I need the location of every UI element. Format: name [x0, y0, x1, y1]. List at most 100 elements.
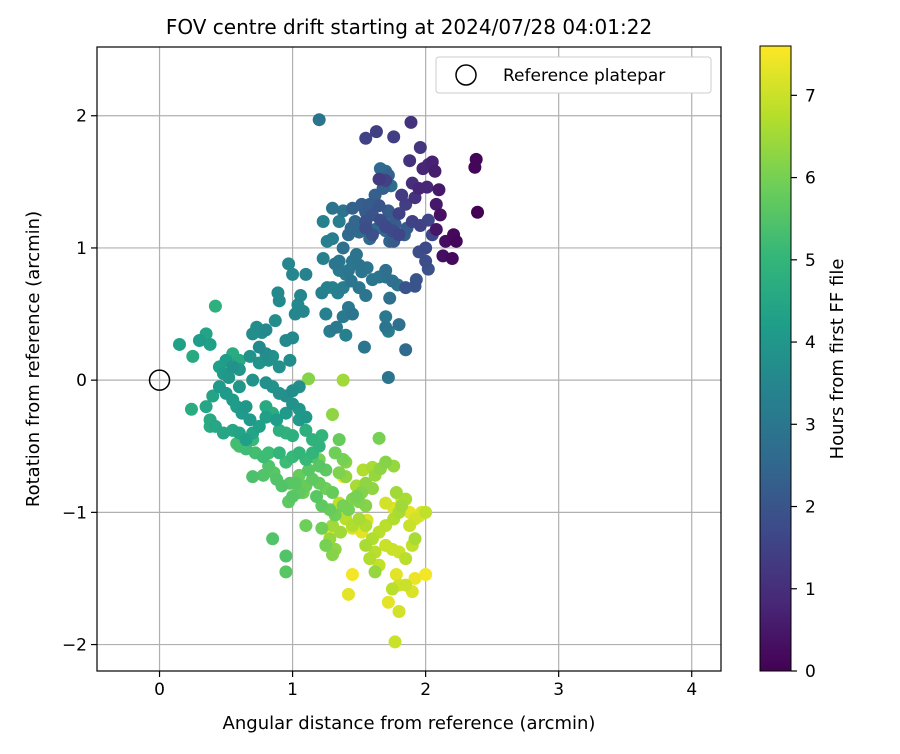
- y-axis-label: Rotation from reference (arcmin): [23, 211, 44, 507]
- data-point: [246, 373, 260, 387]
- data-point: [445, 252, 459, 266]
- data-point: [359, 131, 373, 145]
- data-point: [239, 433, 253, 447]
- data-point: [408, 571, 422, 585]
- data-point: [325, 408, 339, 422]
- data-point: [379, 496, 393, 510]
- data-point: [389, 486, 403, 500]
- data-point: [449, 234, 463, 248]
- data-point: [328, 446, 342, 460]
- data-point: [252, 340, 266, 354]
- data-point: [316, 215, 330, 229]
- data-point: [286, 267, 300, 281]
- data-point: [279, 406, 293, 420]
- data-point: [286, 429, 300, 443]
- data-point: [203, 337, 217, 351]
- data-point: [279, 565, 293, 579]
- data-point: [399, 578, 413, 592]
- data-point: [256, 450, 270, 464]
- data-point: [302, 372, 316, 386]
- data-point: [259, 376, 273, 390]
- data-point: [392, 207, 406, 221]
- data-point: [219, 386, 233, 400]
- x-axis-label: Angular distance from reference (arcmin): [223, 713, 596, 734]
- chart-title: FOV centre drift starting at 2024/07/28 …: [166, 15, 652, 39]
- colorbar-tick-label: 1: [805, 580, 816, 600]
- data-point: [325, 232, 339, 246]
- data-point: [283, 353, 297, 367]
- data-point: [286, 331, 300, 345]
- data-point: [432, 183, 446, 197]
- data-point: [365, 482, 379, 496]
- data-point: [344, 274, 358, 288]
- y-tick-label: 0: [76, 371, 87, 391]
- data-point: [352, 512, 366, 526]
- data-point: [419, 505, 433, 519]
- data-point: [395, 188, 409, 202]
- data-point: [239, 400, 253, 414]
- data-point: [372, 431, 386, 445]
- legend-marker: [455, 64, 477, 86]
- data-point: [288, 476, 302, 490]
- data-point: [312, 113, 326, 127]
- data-point: [272, 446, 286, 460]
- data-point: [359, 221, 373, 235]
- data-point: [344, 221, 358, 235]
- data-point: [379, 310, 393, 324]
- colorbar-ticks: 0 1 2 3 4 5 6 7: [791, 86, 816, 682]
- data-point: [403, 154, 417, 168]
- data-point: [349, 489, 363, 503]
- colorbar-label: Hours from first FF file: [827, 259, 848, 460]
- x-tick-label: 1: [287, 680, 298, 700]
- colorbar-tick-label: 4: [805, 333, 816, 353]
- data-point: [243, 413, 257, 427]
- data-point: [385, 274, 399, 288]
- data-point: [325, 201, 339, 215]
- data-point: [399, 552, 413, 566]
- data-point: [369, 125, 383, 139]
- data-point: [259, 410, 273, 424]
- data-point: [403, 519, 417, 533]
- data-point: [381, 595, 395, 609]
- data-point: [246, 470, 260, 484]
- data-point: [282, 257, 296, 271]
- data-point: [315, 286, 329, 300]
- data-point: [416, 162, 430, 176]
- colorbar-tick-label: 0: [805, 662, 816, 682]
- data-point: [312, 459, 326, 473]
- y-tick-label: 2: [76, 107, 87, 127]
- data-point: [328, 257, 342, 271]
- data-point: [332, 433, 346, 447]
- x-tick-label: 0: [154, 680, 165, 700]
- y-tick-label: 1: [76, 239, 87, 259]
- colorbar-gradient: [759, 45, 792, 672]
- data-point: [469, 152, 483, 166]
- data-point: [379, 263, 393, 277]
- data-point: [294, 289, 308, 303]
- data-point: [286, 384, 300, 398]
- data-point: [388, 635, 402, 649]
- data-point: [275, 479, 289, 493]
- data-point: [387, 130, 401, 144]
- data-point: [272, 423, 286, 437]
- data-point: [359, 538, 373, 552]
- data-point: [312, 439, 326, 453]
- data-point: [186, 349, 200, 363]
- legend-label: Reference platepar: [503, 66, 665, 86]
- data-point: [172, 337, 186, 351]
- data-point: [246, 327, 260, 341]
- data-point: [252, 419, 266, 433]
- legend: Reference platepar: [435, 56, 712, 94]
- colorbar-tick-label: 3: [805, 415, 816, 435]
- x-tick-label: 4: [686, 680, 697, 700]
- data-point: [339, 328, 353, 342]
- data-point: [259, 323, 273, 337]
- data-point: [404, 115, 418, 129]
- data-point: [266, 532, 280, 546]
- data-point: [243, 349, 257, 363]
- data-point: [325, 486, 339, 500]
- colorbar-tick-label: 7: [805, 86, 816, 106]
- data-point: [336, 241, 350, 255]
